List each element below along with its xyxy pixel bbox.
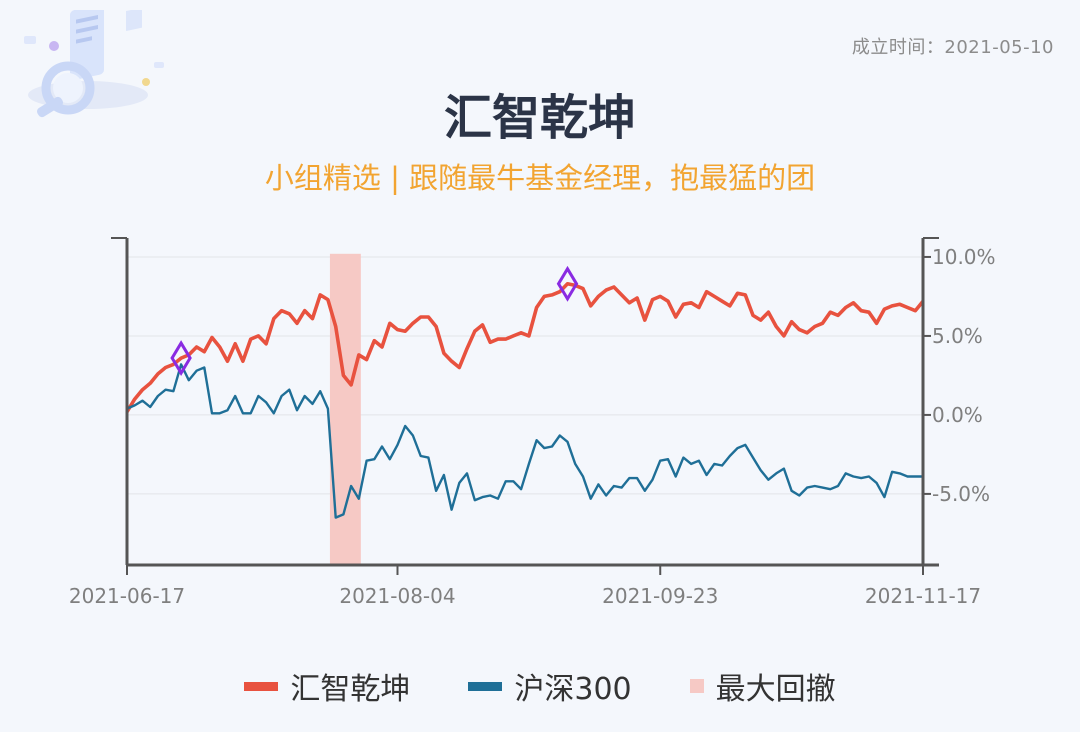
series-line-fund <box>125 282 925 413</box>
chart-legend: 汇智乾坤 沪深300 最大回撤 <box>0 664 1080 708</box>
founded-date-text: 成立时间：2021-05-10 <box>852 33 1054 59</box>
y-tick-label: 5.0% <box>932 324 983 348</box>
y-tick-label: 10.0% <box>932 245 996 269</box>
logo-illustration <box>24 10 164 118</box>
x-tick-label: 2021-09-23 <box>602 584 718 608</box>
legend-swatch-index <box>468 681 503 691</box>
legend-item-drawdown: 最大回撤 <box>689 664 836 708</box>
x-tick-label: 2021-06-17 <box>69 584 185 608</box>
legend-swatch-drawdown <box>689 679 704 693</box>
founded-label: 成立时间： <box>851 37 945 58</box>
legend-item-index: 沪深300 <box>468 664 632 708</box>
founded-date: 2021-05-10 <box>944 37 1054 58</box>
series-line-index <box>126 363 923 519</box>
max-drawdown-band <box>329 253 361 565</box>
x-tick-label: 2021-11-17 <box>865 584 981 608</box>
legend-label-drawdown: 最大回撤 <box>715 672 836 707</box>
x-tick-label: 2021-08-04 <box>339 584 455 608</box>
legend-item-fund: 汇智乾坤 <box>244 664 410 708</box>
legend-label-index: 沪深300 <box>514 672 632 707</box>
trade-marker <box>556 265 579 302</box>
trade-marker <box>170 340 192 376</box>
fund-title: 汇智乾坤 <box>443 90 636 146</box>
fund-subtitle: 小组精选 | 跟随最牛基金经理，抱最猛的团 <box>264 161 816 195</box>
y-tick-label: 0.0% <box>932 403 983 427</box>
legend-swatch-fund <box>244 681 279 691</box>
legend-label-fund: 汇智乾坤 <box>290 672 411 707</box>
y-tick-label: -5.0% <box>932 482 990 506</box>
